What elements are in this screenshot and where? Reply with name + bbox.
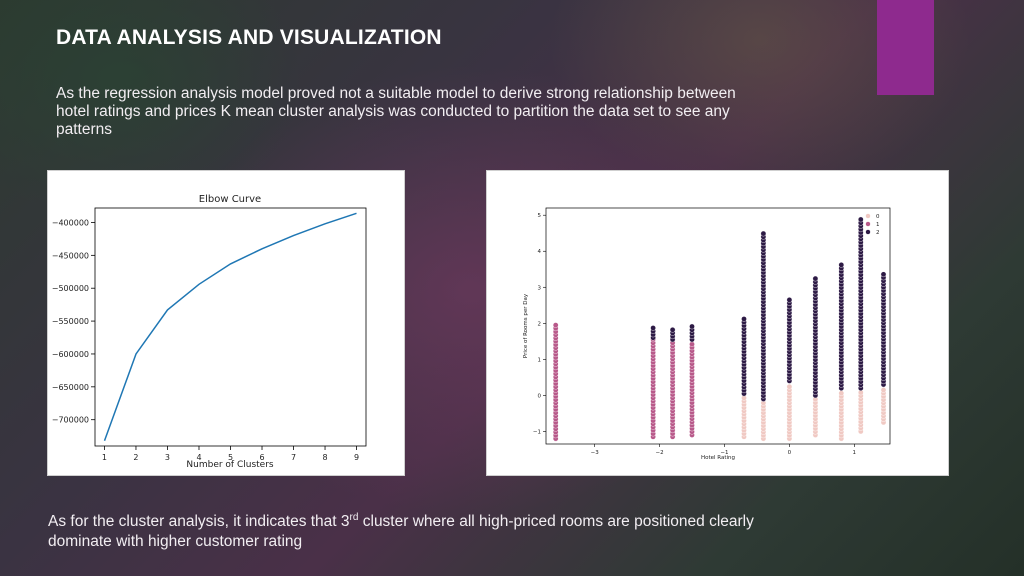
cluster-2-point [812,275,819,282]
cluster-1-point [689,341,695,347]
elbow-y-tick-label: −500000 [52,284,89,293]
elbow-y-tick-label: −600000 [52,350,89,359]
scatter-y-tick-label: −1 [533,429,541,435]
accent-block [877,0,934,95]
scatter-y-tick-label: 1 [538,357,542,363]
conclusion-text-start: As for the cluster analysis, it indicate… [48,513,350,530]
elbow-chart-title: Elbow Curve [199,194,261,205]
elbow-x-axis-label: Number of Clusters [186,460,273,470]
elbow-plot-frame [94,207,367,447]
scatter-y-tick-label: 0 [538,393,542,399]
elbow-y-tick-label: −550000 [52,317,89,326]
scatter-x-tick-label: 1 [853,450,857,456]
cluster-2-point [786,297,793,303]
cluster-2-point [741,316,747,322]
scatter-x-tick-label: 0 [788,450,792,456]
legend-marker-2 [865,229,871,235]
elbow-x-tick-label: 1 [102,453,107,462]
cluster-2-point [689,323,695,330]
cluster-2-point [760,230,767,237]
cluster-scatter-chart: −3 −2 −1 0 1 −1 0 1 2 3 4 5 Hotel Rating Price of R… [523,207,891,461]
scatter-y-tick-label: 3 [538,285,542,291]
elbow-x-tick-label: 5 [228,453,233,462]
elbow-series-line [103,212,357,441]
conclusion-paragraph: As for the cluster analysis, it indicate… [48,512,768,552]
scatter-legend: 0 1 2 [865,213,880,236]
scatter-x-axis-label: Hotel Rating [701,455,735,461]
legend-label-0: 0 [876,214,880,220]
scatter-y-axis-label: Price of Rooms per Day [523,293,529,358]
elbow-y-tick-label: −650000 [52,383,89,392]
cluster-1-point [552,322,559,328]
cluster-0-point [880,387,887,393]
scatter-x-tick-label: −2 [656,450,664,456]
elbow-x-tick-label: 3 [165,453,170,462]
elbow-x-tick-label: 4 [196,453,201,462]
cluster-0-point [838,390,845,396]
elbow-x-tick-label: 7 [291,453,296,462]
elbow-x-tick-label: 9 [354,453,359,462]
intro-paragraph: As the regression analysis model proved … [56,85,736,138]
cluster-2-point [838,262,845,268]
legend-label-2: 2 [876,230,880,236]
slide-title: DATA ANALYSIS AND VISUALIZATION [56,26,442,49]
legend-marker-1 [865,221,871,227]
cluster-2-point [880,271,887,278]
elbow-x-tick-label: 6 [259,453,264,462]
cluster-0-point [786,383,793,390]
scatter-x-tick-label: −3 [591,450,600,456]
conclusion-ordinal-suffix: rd [349,511,359,523]
scatter-y-tick-label: 2 [538,321,542,327]
elbow-y-tick-label: −400000 [52,218,89,227]
cluster-2-point [650,325,656,331]
elbow-y-tick-label: −450000 [52,251,89,260]
scatter-plot-frame [545,207,891,445]
scatter-y-tick-label: 5 [538,213,542,219]
elbow-y-tick-label: −700000 [52,416,89,425]
scatter-x-tick-label: −1 [720,450,728,456]
cluster-2-point [669,326,676,333]
conclusion-text-end: cluster where all high-priced rooms are … [48,513,754,550]
elbow-chart: Elbow Curve 1 2 3 4 5 6 7 8 9 −400000 −450000 −5000… [52,194,367,470]
cluster-2-point [857,216,864,223]
elbow-chart-panel: Elbow Curve 1 2 3 4 5 6 7 8 9 −400000 −450000 −5000… [47,170,405,476]
legend-label-1: 1 [876,222,880,228]
cluster-scatter-panel: −3 −2 −1 0 1 −1 0 1 2 3 4 5 Hotel Rating Price of R… [486,170,949,476]
legend-marker-0 [865,213,871,219]
elbow-x-tick-label: 8 [322,453,327,462]
elbow-x-tick-label: 2 [133,453,138,462]
scatter-y-tick-label: 4 [538,249,542,255]
